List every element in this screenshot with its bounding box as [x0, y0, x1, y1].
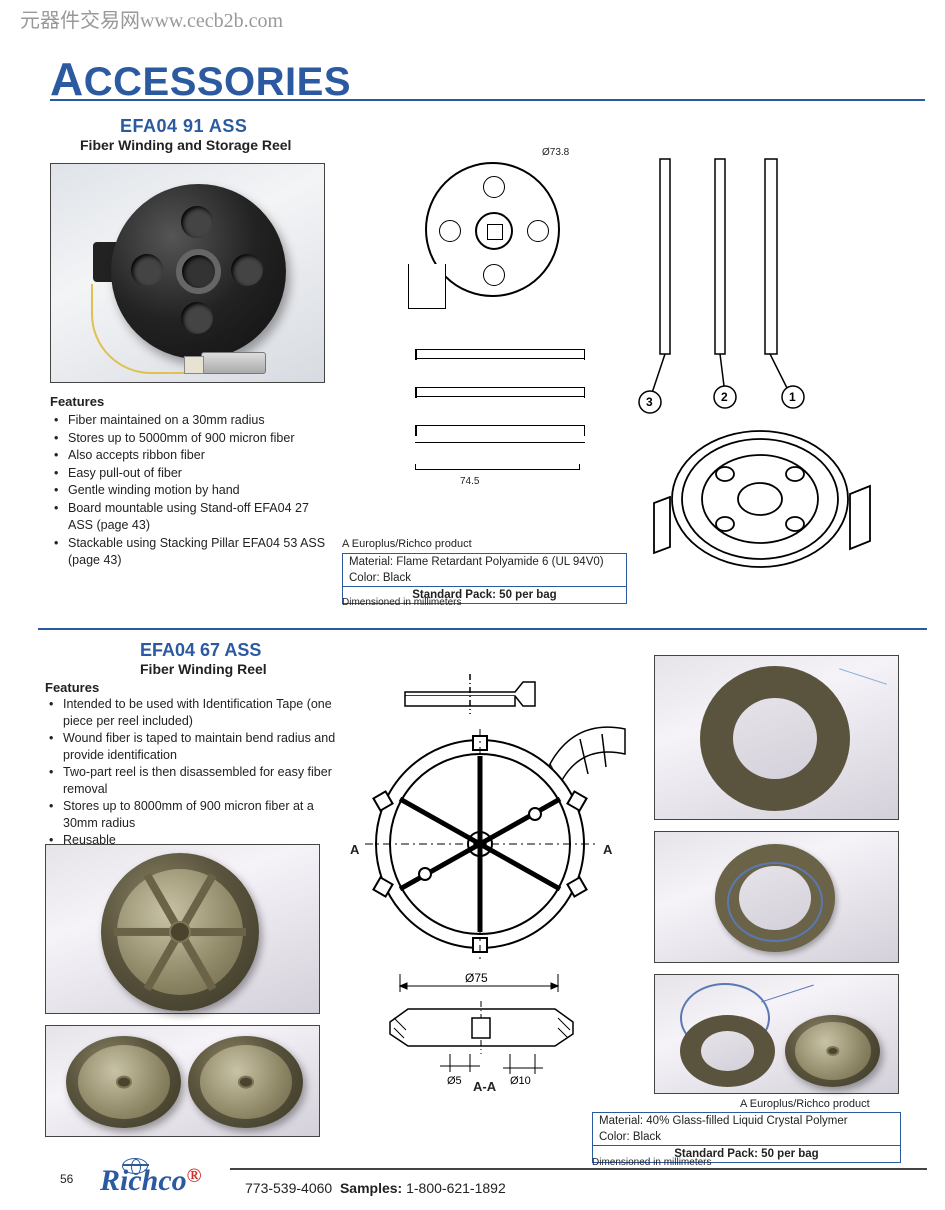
- product1-code: EFA04 91 ASS: [120, 116, 247, 137]
- feature-item: Board mountable using Stand-off EFA04 27…: [60, 500, 335, 535]
- footer-divider: [230, 1168, 927, 1170]
- feature-item: Gentle winding motion by hand: [60, 482, 335, 500]
- feature-item: Stores up to 8000mm of 900 micron fiber …: [55, 798, 340, 832]
- section-title-aa: A-A: [473, 1079, 496, 1094]
- section-divider: [38, 628, 927, 630]
- product2-photo-2: [45, 1025, 320, 1137]
- product1-features-heading: Features: [50, 394, 104, 409]
- watermark-text: 元器件交易网www.cecb2b.com: [20, 4, 283, 33]
- feature-item: Stackable using Stacking Pillar EFA04 53…: [60, 535, 335, 570]
- callout-label: 3: [646, 395, 653, 409]
- product2-brand-note: A Europlus/Richco product: [740, 1098, 870, 1110]
- wheel-hub-icon: [115, 1076, 131, 1089]
- brand-logo: Richco®: [100, 1164, 202, 1198]
- product2-subtitle: Fiber Winding Reel: [140, 661, 267, 677]
- product1-technical-drawing-right: 3 2 1: [630, 144, 900, 594]
- hole-icon: [527, 220, 549, 242]
- reel-hole-icon: [181, 206, 213, 238]
- feature-item: Also accepts ribbon fiber: [60, 447, 335, 465]
- page-title-rest: CCESSORIES: [84, 60, 351, 104]
- notched-ring-icon: [700, 666, 850, 811]
- side-bar-icon: [415, 349, 585, 359]
- feature-item: Two-part reel is then disassembled for e…: [55, 764, 340, 798]
- product2-features-list: Intended to be used with Identification …: [45, 696, 340, 849]
- product2-material-box: Material: 40% Glass-filled Liquid Crysta…: [592, 1112, 901, 1163]
- side-bar-icon: [415, 425, 585, 443]
- dimension-label: 74.5: [460, 476, 479, 487]
- hole-icon: [439, 220, 461, 242]
- callout-label: 1: [789, 390, 796, 404]
- material-row: Material: 40% Glass-filled Liquid Crysta…: [593, 1113, 900, 1129]
- dimension-label: Ø73.8: [542, 147, 569, 158]
- product1-dim-note: Dimensioned in millimeters: [342, 597, 461, 608]
- product1-brand-note: A Europlus/Richco product: [342, 538, 472, 550]
- registered-icon: ®: [187, 1165, 202, 1187]
- product2-code: EFA04 67 ASS: [140, 640, 261, 661]
- product1-technical-drawing-left: Ø73.8 74.5: [360, 144, 610, 584]
- spoke-wheel-icon: [66, 1036, 181, 1128]
- material-row: Material: Flame Retardant Polyamide 6 (U…: [343, 554, 626, 570]
- product2-features-heading: Features: [45, 680, 99, 695]
- footer-phone-number: 773-539-4060: [245, 1180, 332, 1196]
- fiber-line-icon: [761, 985, 814, 1003]
- footer-samples-phone: 1-800-621-1892: [406, 1180, 506, 1196]
- side-bar-icon: [415, 387, 585, 397]
- product1-features-list: Fiber maintained on a 30mm radius Stores…: [50, 412, 335, 570]
- section-label-a: A: [603, 842, 612, 857]
- product2-photo-3: [654, 655, 899, 820]
- hub-icon: [475, 212, 513, 250]
- feature-item: Easy pull-out of fiber: [60, 465, 335, 483]
- hole-icon: [483, 264, 505, 286]
- section-label-a: A: [350, 842, 359, 857]
- side-view-bars-icon: [415, 349, 585, 471]
- spoke-wheel-icon: [785, 1015, 880, 1087]
- product1-photo: [50, 163, 325, 383]
- spoke-wheel-icon: [101, 853, 259, 1011]
- wound-fiber-icon: [727, 862, 823, 942]
- product2-photo-1: [45, 844, 320, 1014]
- feature-item: Wound fiber is taped to maintain bend ra…: [55, 730, 340, 764]
- spoke-wheel-icon: [188, 1036, 303, 1128]
- brand-name: Richco: [100, 1164, 187, 1197]
- dimension-label: Ø10: [510, 1075, 531, 1087]
- wheel-hub-icon: [237, 1076, 253, 1089]
- dimension-label: Ø75: [465, 971, 488, 985]
- product2-photo-4: [654, 831, 899, 963]
- fiber-connector-icon: [201, 352, 266, 374]
- product2-dim-note: Dimensioned in millimeters: [592, 1157, 711, 1168]
- neck-outline-icon: [408, 264, 446, 309]
- dimension-label: Ø5: [447, 1075, 462, 1087]
- title-divider: [50, 99, 925, 101]
- color-row: Color: Black: [593, 1129, 900, 1145]
- product1-subtitle: Fiber Winding and Storage Reel: [80, 137, 291, 153]
- feature-item: Fiber maintained on a 30mm radius: [60, 412, 335, 430]
- feature-item: Intended to be used with Identification …: [55, 696, 340, 730]
- ring-inner-icon: [701, 1031, 754, 1071]
- dimension-line-icon: [415, 464, 580, 470]
- color-row: Color: Black: [343, 570, 626, 586]
- reel-hole-icon: [231, 254, 263, 286]
- page-title-initial: A: [50, 53, 84, 105]
- feature-item: Stores up to 5000mm of 900 micron fiber: [60, 430, 335, 448]
- ring-inner-icon: [733, 698, 817, 779]
- fiber-line-icon: [839, 668, 887, 684]
- callout-label: 2: [721, 390, 728, 404]
- notched-ring-icon: [680, 1015, 775, 1087]
- footer-samples-label: Samples:: [340, 1180, 402, 1196]
- product2-photo-5: [654, 974, 899, 1094]
- product2-technical-drawing: Ø75 Ø5 Ø10 A A A-A: [345, 674, 645, 1094]
- hole-icon: [483, 176, 505, 198]
- page-title: ACCESSORIES: [50, 52, 351, 106]
- reel-hole-icon: [131, 254, 163, 286]
- page-number: 56: [60, 1172, 73, 1186]
- footer-contact: 773-539-4060 Samples: 1-800-621-1892: [245, 1180, 506, 1196]
